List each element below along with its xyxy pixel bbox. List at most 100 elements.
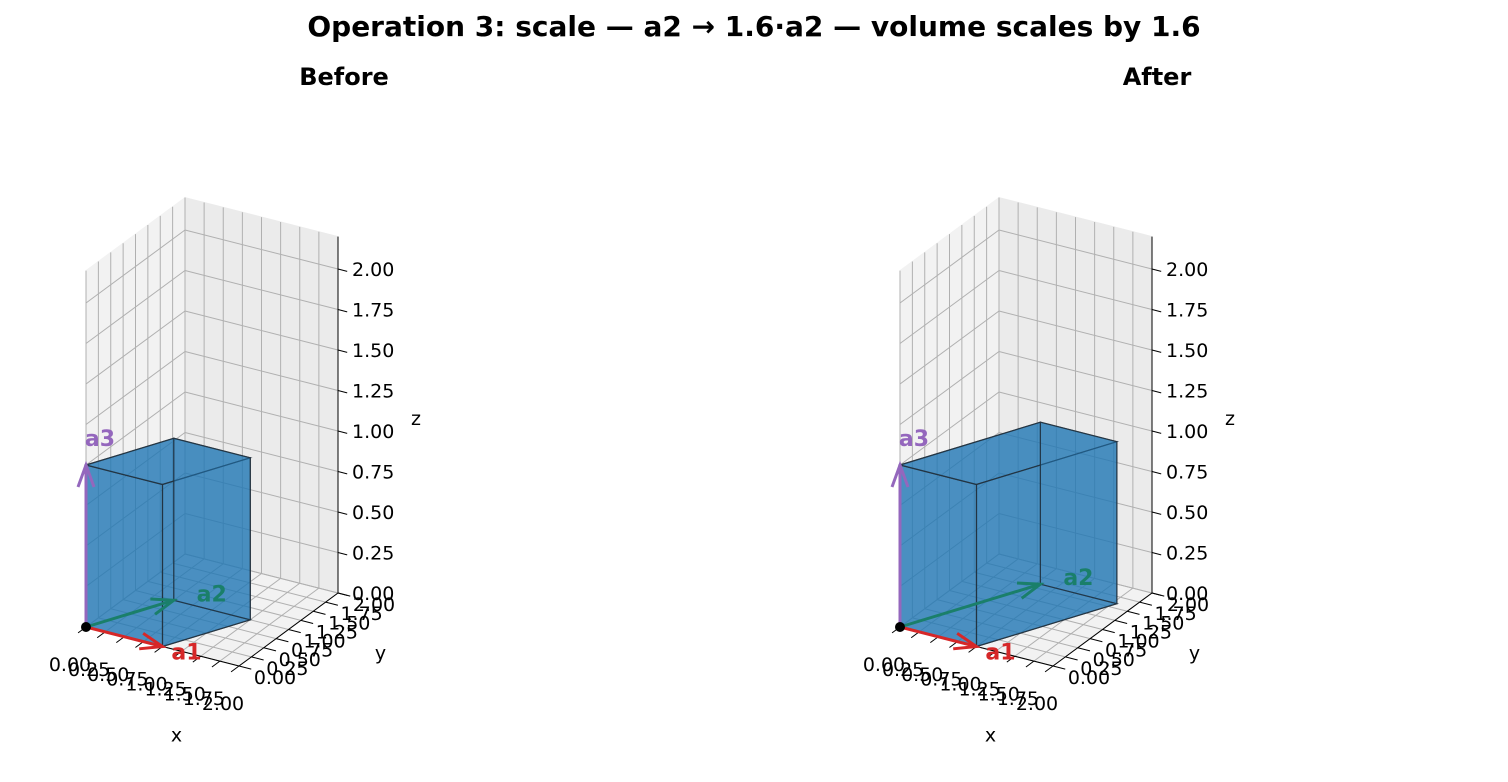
x-tick xyxy=(192,655,202,663)
z-tick xyxy=(337,430,348,434)
vector-a3-head xyxy=(76,460,96,488)
z-tick xyxy=(1151,268,1162,272)
origin-point xyxy=(81,622,91,632)
y-tick-label: 0.25 xyxy=(266,658,308,680)
x-tick-label: 0.00 xyxy=(49,654,91,676)
y-tick-label: 0.50 xyxy=(279,649,321,671)
z-tick-label: 0.00 xyxy=(1166,583,1208,605)
y-tick-label: 1.00 xyxy=(303,631,345,653)
x-tick xyxy=(1025,660,1035,668)
z-tick-label: 1.50 xyxy=(1166,340,1208,362)
x-axis-label: x xyxy=(985,725,996,747)
chart-panel-2: 0.000.250.500.751.001.251.501.752.000.00… xyxy=(863,63,1235,747)
y-tick-label: 0.75 xyxy=(1105,640,1147,662)
grid-back-z xyxy=(998,351,1153,391)
x-axis-label: x xyxy=(171,725,182,747)
grid-back-z xyxy=(998,229,1153,270)
x-tick-label: 1.50 xyxy=(978,683,1020,705)
z-tick xyxy=(1151,309,1162,313)
y-tick xyxy=(238,665,252,670)
y-tick-label: 0.00 xyxy=(1068,667,1110,689)
vector-a1 xyxy=(899,625,977,648)
y-tick-label: 1.00 xyxy=(1117,631,1159,653)
y-tick-label: 0.25 xyxy=(1080,658,1122,680)
vector-a3-label: a3 xyxy=(85,427,115,452)
x-tick-label: 0.75 xyxy=(920,669,962,691)
y-tick xyxy=(263,647,277,652)
grid-left-z xyxy=(899,351,1000,425)
x-tick xyxy=(987,650,996,658)
x-tick xyxy=(1044,665,1054,673)
grid-left-z xyxy=(85,270,186,344)
y-tick xyxy=(300,619,314,624)
y-tick-label: 1.25 xyxy=(1130,621,1172,643)
y-tick-label: 0.75 xyxy=(291,640,333,662)
z-tick xyxy=(1151,390,1162,394)
x-tick-label: 1.00 xyxy=(939,674,981,696)
x-tick xyxy=(173,650,182,658)
figure-title: Operation 3: scale — a2 → 1.6·a2 — volum… xyxy=(307,10,1201,43)
grid-left-z xyxy=(85,391,186,466)
solid-face xyxy=(85,464,164,648)
grid-back-z xyxy=(184,432,339,472)
z-tick-label: 1.75 xyxy=(352,300,394,322)
z-tick-label: 0.75 xyxy=(1166,462,1208,484)
y-tick-label: 0.50 xyxy=(1093,649,1135,671)
origin-point xyxy=(895,622,905,632)
grid-left-z xyxy=(899,391,1000,466)
grid-back-z xyxy=(184,310,339,351)
grid-back-z xyxy=(998,270,1153,310)
grid-back-z xyxy=(998,310,1153,351)
y-axis-label: y xyxy=(375,643,386,665)
y-tick xyxy=(1114,619,1128,624)
chart-panel-1: 0.000.250.500.751.001.251.501.752.000.00… xyxy=(49,63,421,747)
x-tick-label: 1.75 xyxy=(183,688,225,710)
z-tick-label: 1.75 xyxy=(1166,300,1208,322)
panel-title: Before xyxy=(299,63,389,91)
z-tick-label: 0.25 xyxy=(352,543,394,565)
x-tick xyxy=(230,665,240,673)
z-axis-label: z xyxy=(411,408,421,430)
y-tick-label: 2.00 xyxy=(1167,594,1209,616)
vector-a2 xyxy=(85,598,175,629)
z-axis-label: z xyxy=(1225,408,1235,430)
vector-a3-head xyxy=(890,460,910,488)
x-tick-label: 0.50 xyxy=(901,664,943,686)
vector-a2 xyxy=(899,582,1041,629)
panel-title: After xyxy=(1123,63,1192,91)
x-tick-label: 0.50 xyxy=(87,664,129,686)
grid-left-z xyxy=(899,270,1000,344)
x-tick xyxy=(1006,655,1016,663)
y-tick-label: 1.50 xyxy=(328,612,370,634)
grid-left-z xyxy=(85,310,186,385)
z-tick xyxy=(1151,511,1162,515)
x-tick-label: 0.75 xyxy=(106,669,148,691)
grid-back-z xyxy=(184,229,339,270)
z-tick-label: 2.00 xyxy=(352,259,394,281)
solid-face xyxy=(173,437,251,621)
solid-face xyxy=(899,464,978,648)
vector-a3-label: a3 xyxy=(899,427,929,452)
vector-a2-label: a2 xyxy=(197,582,227,607)
y-axis-label: y xyxy=(1189,643,1200,665)
y-tick-label: 1.25 xyxy=(316,621,358,643)
grid-left-z xyxy=(85,229,186,304)
z-tick xyxy=(337,471,348,475)
grid-back-z xyxy=(998,391,1153,432)
z-tick xyxy=(337,511,348,515)
grid-left-z xyxy=(85,351,186,425)
y-tick xyxy=(1052,665,1066,670)
y-tick-label: 0.00 xyxy=(254,667,296,689)
y-tick xyxy=(1065,656,1078,661)
vector-a1-head xyxy=(953,632,981,651)
z-tick-label: 0.00 xyxy=(352,583,394,605)
x-tick xyxy=(211,660,221,668)
y-tick-label: 1.75 xyxy=(340,603,382,625)
vector-a2-head xyxy=(150,597,178,616)
z-tick-label: 1.25 xyxy=(352,381,394,403)
vector-a2-label: a2 xyxy=(1063,566,1093,591)
z-tick xyxy=(337,390,348,394)
z-tick xyxy=(337,268,348,272)
vector-a1 xyxy=(85,625,163,648)
